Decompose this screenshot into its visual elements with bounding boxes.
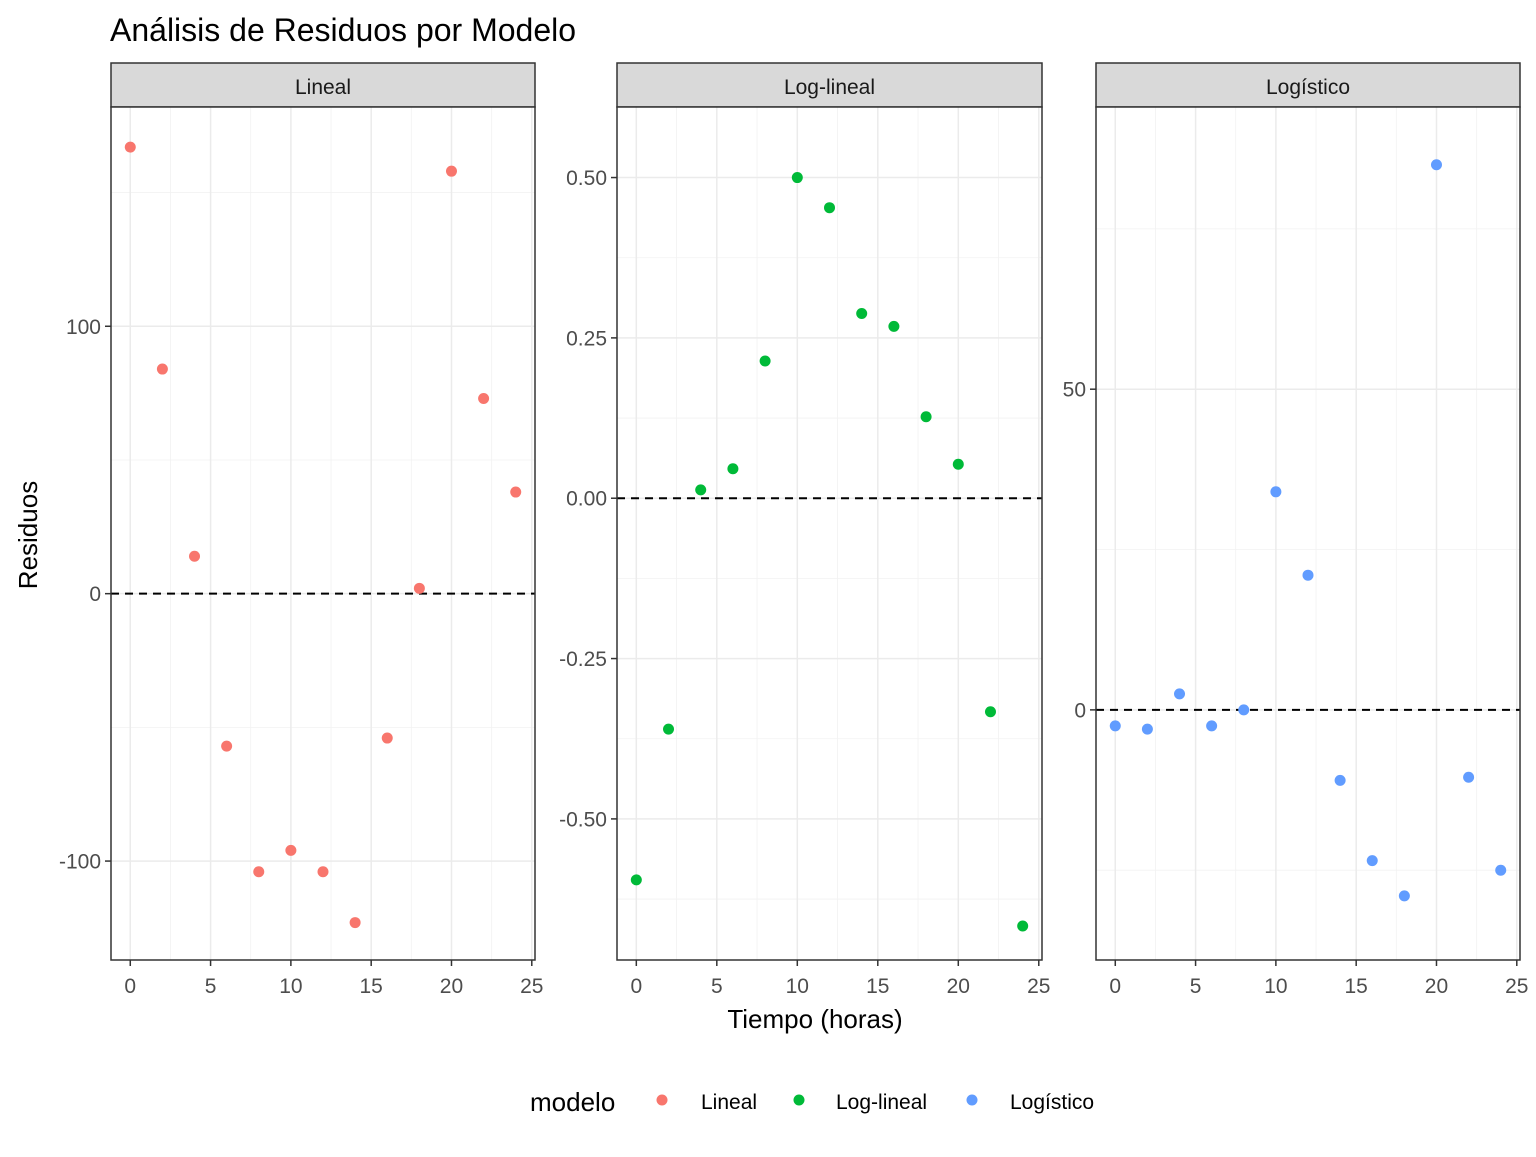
data-point: [630, 874, 642, 886]
data-point: [156, 363, 168, 375]
x-tick-label: 0: [630, 975, 642, 998]
x-tick-label: 20: [440, 975, 463, 998]
data-point: [695, 484, 707, 496]
data-point: [952, 458, 964, 470]
data-point: [888, 320, 900, 332]
data-point: [1302, 569, 1314, 581]
y-tick-label: 0: [1074, 699, 1086, 722]
data-point: [663, 723, 675, 735]
legend-item-label: Logístico: [1010, 1091, 1094, 1114]
data-point: [1141, 723, 1153, 735]
panel-border: [1095, 106, 1521, 961]
data-point: [791, 172, 803, 184]
panel-background: [1096, 107, 1520, 960]
x-tick-label: 25: [520, 975, 543, 998]
x-tick-label: 0: [124, 975, 136, 998]
data-point: [1109, 720, 1121, 732]
x-tick-label: 15: [866, 975, 889, 998]
y-tick-label: -100: [59, 851, 101, 874]
y-tick-label: 50: [1063, 379, 1086, 402]
panel-background: [617, 107, 1042, 960]
x-tick-label: 5: [711, 975, 723, 998]
data-point: [189, 550, 201, 562]
data-point: [1017, 920, 1029, 932]
facet-strip-label: Log-lineal: [784, 76, 875, 99]
data-point: [1238, 704, 1250, 716]
x-tick-label: 25: [1027, 975, 1050, 998]
legend-key: [656, 1094, 668, 1106]
facet-strip-label: Lineal: [295, 76, 351, 99]
data-point: [381, 732, 393, 744]
x-tick-label: 10: [786, 975, 809, 998]
legend-key: [793, 1094, 805, 1106]
x-tick-label: 20: [947, 975, 970, 998]
y-tick-label: -0.25: [559, 648, 607, 671]
data-point: [856, 308, 868, 320]
data-point: [510, 486, 522, 498]
data-point: [1206, 720, 1218, 732]
panel-background: [111, 107, 535, 960]
data-point: [317, 866, 329, 878]
data-point: [124, 141, 136, 153]
facet-strip: [110, 62, 536, 108]
legend-title: modelo: [530, 1087, 615, 1117]
data-point: [1398, 890, 1410, 902]
y-tick-label: -0.50: [559, 808, 607, 831]
facet-strip-label: Logístico: [1266, 76, 1350, 99]
y-tick-label: 0.25: [566, 327, 607, 350]
x-axis-title: Tiempo (horas): [727, 1004, 902, 1034]
data-point: [920, 411, 932, 423]
data-point: [984, 706, 996, 718]
facet-strip: [616, 62, 1043, 108]
data-point: [1495, 864, 1507, 876]
y-tick-label: 0.00: [566, 488, 607, 511]
data-point: [1270, 486, 1282, 498]
facet-panel: Lineal 0 5 10 15 20 25 -100 0 100: [59, 62, 543, 998]
x-tick-label: 5: [205, 975, 217, 998]
legend-item-label: Log-lineal: [836, 1091, 927, 1114]
data-point: [445, 165, 457, 177]
legend-item-label: Lineal: [701, 1091, 757, 1114]
x-tick-label: 10: [279, 975, 302, 998]
panel-border: [110, 106, 536, 961]
panel-border: [616, 106, 1043, 961]
x-tick-label: 15: [1345, 975, 1368, 998]
data-point: [285, 844, 297, 856]
x-tick-label: 20: [1425, 975, 1448, 998]
data-point: [1366, 855, 1378, 867]
data-point: [413, 582, 425, 594]
data-point: [349, 917, 361, 929]
data-point: [1463, 771, 1475, 783]
x-tick-label: 25: [1505, 975, 1528, 998]
y-tick-label: 100: [66, 316, 101, 339]
facet-panel: Logístico 0 5 10 15 20 25 0 50: [1063, 62, 1528, 998]
x-tick-label: 5: [1190, 975, 1202, 998]
data-point: [1430, 159, 1442, 171]
y-tick-label: 0.50: [566, 167, 607, 190]
y-tick-label: 0: [89, 583, 101, 606]
data-point: [759, 355, 771, 367]
x-tick-label: 10: [1264, 975, 1287, 998]
legend-key: [966, 1094, 978, 1106]
legend: modelo Lineal Log-lineal Logístico: [530, 1087, 1094, 1117]
data-point: [727, 463, 739, 475]
chart-title: Análisis de Residuos por Modelo: [110, 12, 576, 48]
x-tick-label: 0: [1109, 975, 1121, 998]
data-point: [1334, 774, 1346, 786]
y-axis-title: Residuos: [13, 481, 43, 589]
facet-panel: Log-lineal 0 5 10 15 20 25 -0.50 -0.25 0.00 0.25 0.…: [559, 62, 1050, 998]
data-point: [1174, 688, 1186, 700]
data-point: [221, 740, 233, 752]
facet-strip: [1095, 62, 1521, 108]
data-point: [824, 202, 835, 214]
x-tick-label: 15: [360, 975, 383, 998]
data-point: [253, 866, 265, 878]
data-point: [478, 392, 490, 404]
